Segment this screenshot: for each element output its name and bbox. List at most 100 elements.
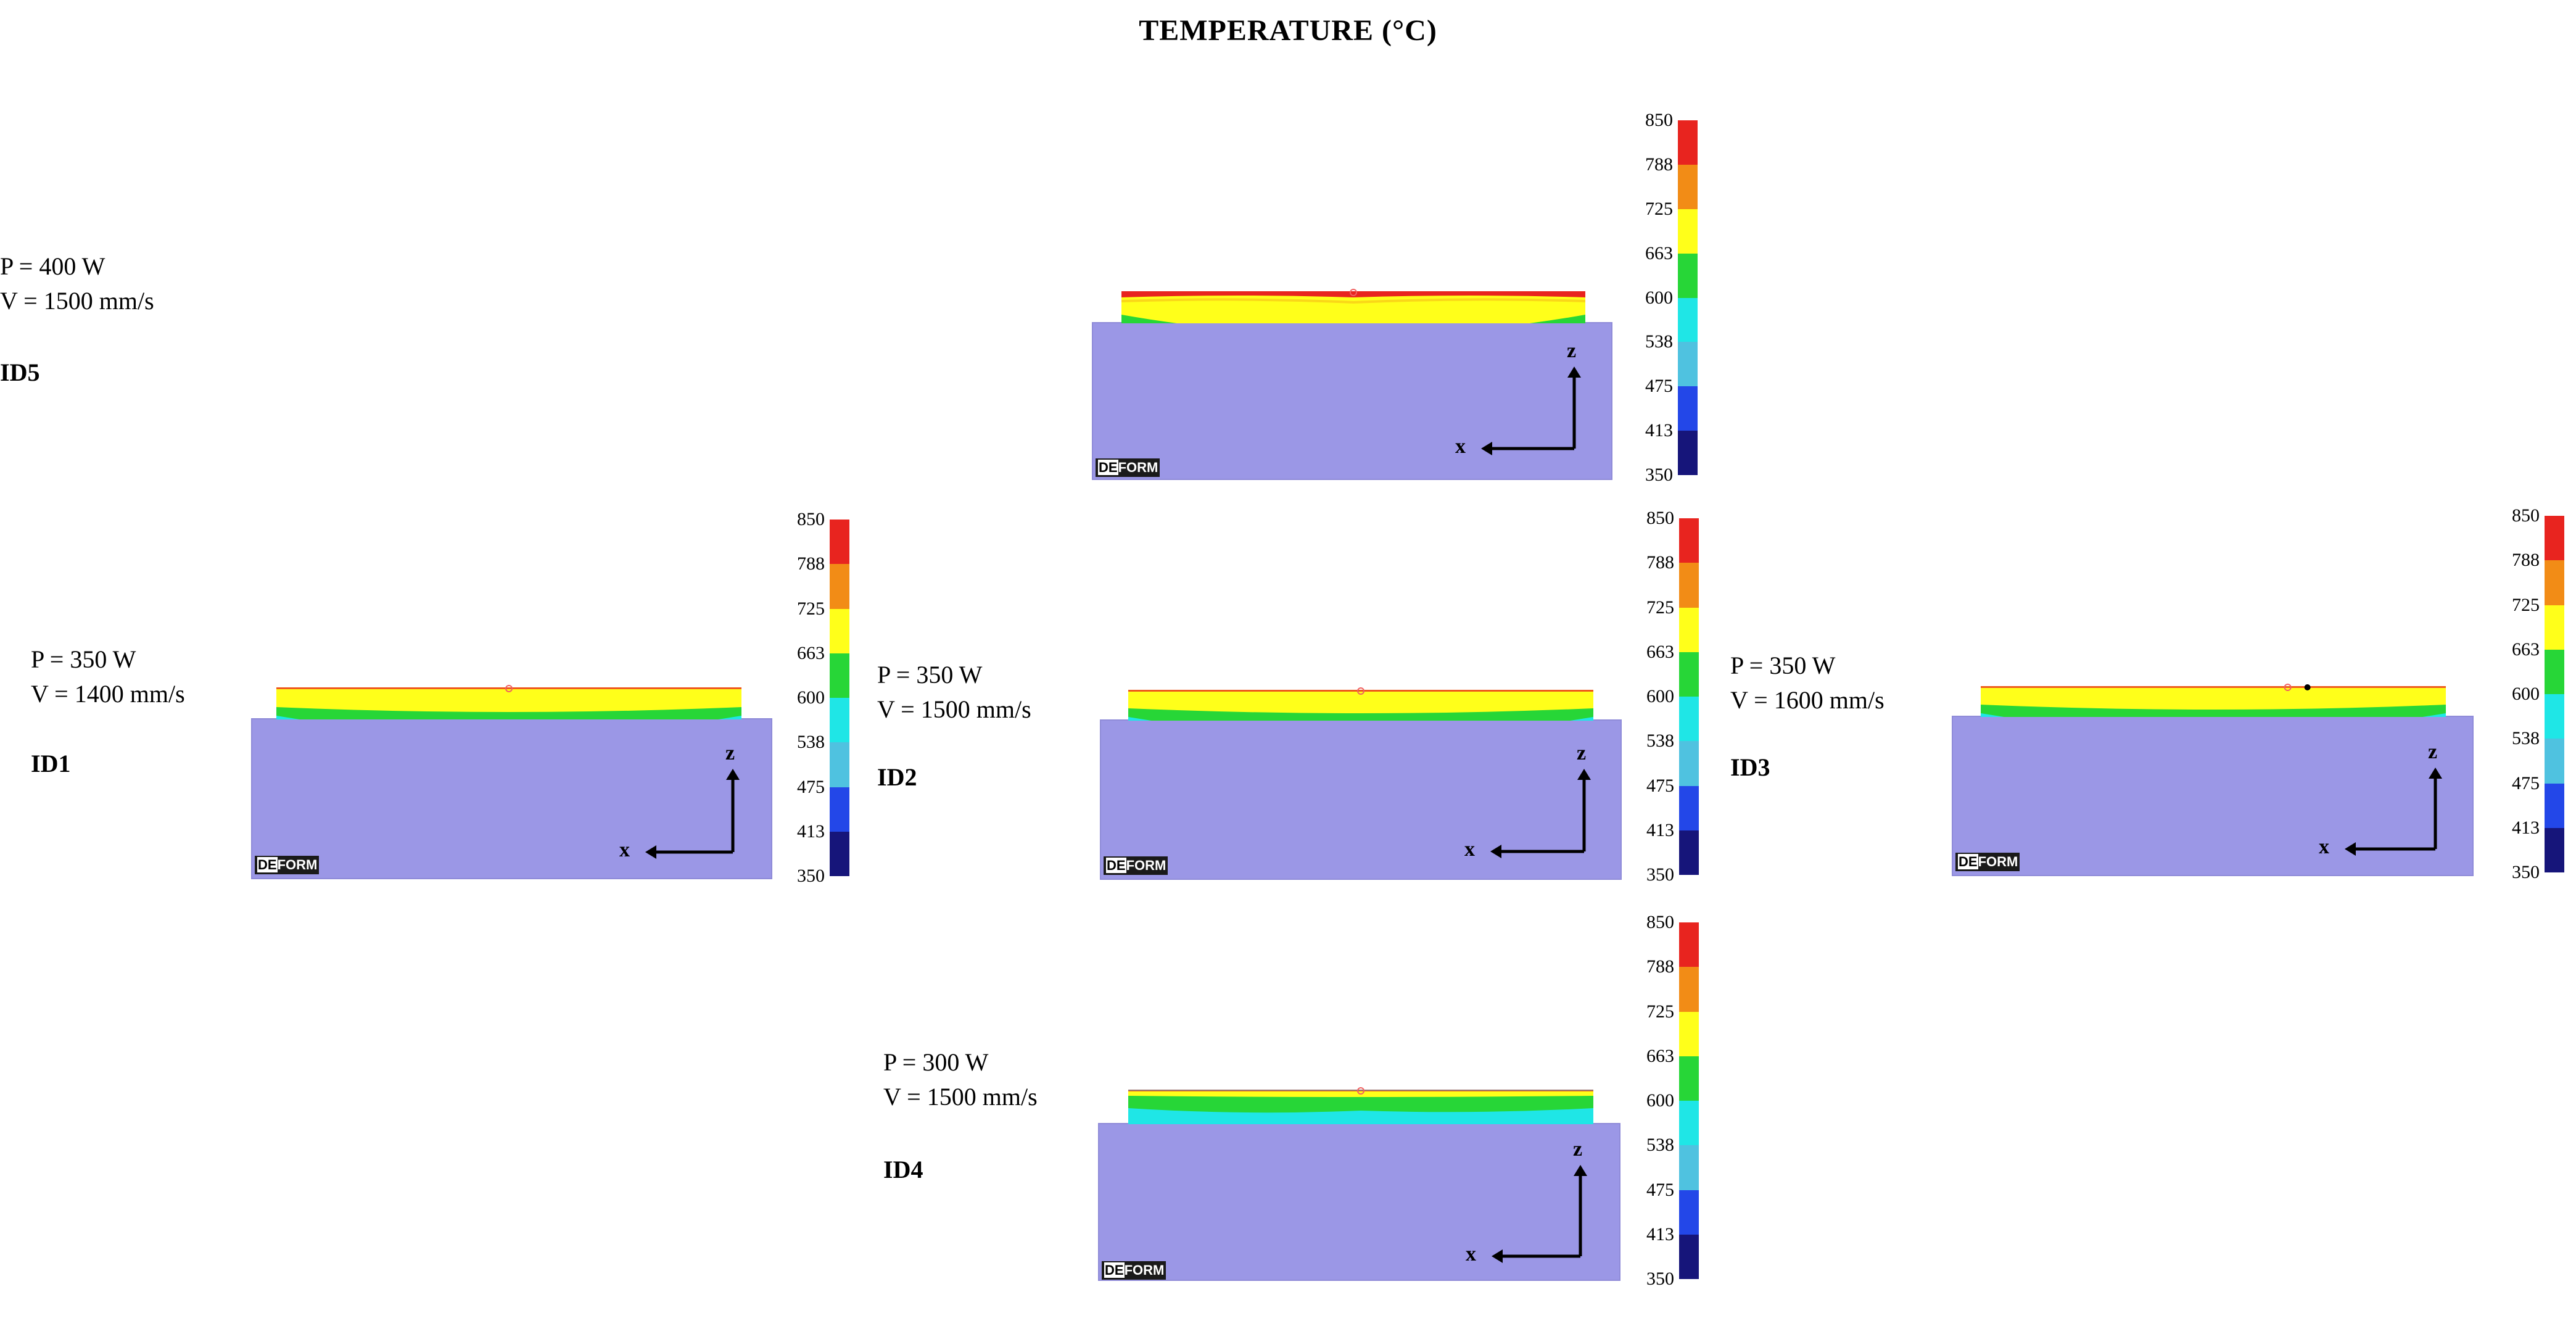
melt-track-id2: [1128, 687, 1593, 721]
color-bar-tick-label: 475: [2512, 772, 2540, 793]
color-bar-segment: [830, 698, 849, 743]
temperature-color-bar-id1: [830, 520, 849, 876]
melt-track-id3: [1981, 684, 2446, 717]
color-bar-segment: [1678, 253, 1698, 298]
color-bar-segment: [1678, 386, 1698, 431]
color-bar-segment: [1679, 518, 1699, 563]
color-bar-tick-label: 413: [797, 821, 825, 842]
color-bar-tick-label: 663: [1646, 641, 1674, 662]
speed-label: V = 1400 mm/s: [31, 680, 185, 708]
color-bar-tick-label: 600: [1646, 686, 1674, 706]
x-axis-label: x: [2319, 835, 2329, 858]
speed-label: V = 1600 mm/s: [1730, 686, 1885, 714]
melt-track-id5: [1121, 289, 1585, 323]
color-bar-segment: [1679, 1101, 1699, 1146]
temperature-color-bar-id2: [1679, 518, 1699, 875]
color-bar-segment: [1679, 967, 1699, 1012]
z-axis-label: z: [1577, 742, 1587, 764]
power-label: P = 350 W: [1730, 652, 1836, 679]
color-bar-tick-label: 538: [2512, 728, 2540, 749]
color-bar-segment: [1679, 741, 1699, 786]
color-bar-tick-label: 788: [1646, 956, 1674, 977]
z-axis-label: z: [1573, 1138, 1583, 1161]
color-bar-segment: [1679, 1234, 1699, 1279]
sim-id-label: ID5: [0, 358, 40, 386]
color-bar-tick-label: 725: [1646, 1001, 1674, 1022]
color-bar-tick-label: 413: [1646, 819, 1674, 840]
color-bar-tick-label: 788: [1645, 154, 1673, 175]
substrate-id4: [1098, 1123, 1620, 1281]
color-bar-tick-label: 850: [1645, 110, 1673, 130]
deform-logo: DEFORM: [1955, 853, 2020, 871]
color-bar-segment: [1678, 120, 1698, 165]
x-axis-label: x: [1464, 838, 1475, 861]
color-bar-tick-label: 413: [1645, 420, 1673, 441]
color-bar-tick-label: 725: [1645, 198, 1673, 219]
color-bar-tick-label: 850: [1646, 508, 1674, 528]
color-bar-segment: [1679, 607, 1699, 652]
color-bar-segment: [830, 564, 849, 609]
color-bar-segment: [2545, 649, 2564, 694]
color-bar-segment: [2545, 827, 2564, 872]
color-bar-segment: [1679, 922, 1699, 967]
color-bar-tick-label: 850: [797, 509, 825, 529]
color-bar-tick-label: 788: [1646, 552, 1674, 573]
color-bar-tick-label: 663: [1645, 242, 1673, 263]
color-bar-tick-label: 788: [2512, 550, 2540, 571]
color-bar-tick-label: 600: [1646, 1090, 1674, 1111]
coordinate-axes-id5: [1481, 366, 1581, 455]
color-bar-tick-label: 788: [797, 553, 825, 574]
color-bar-segment: [1679, 697, 1699, 742]
color-bar-tick-label: 850: [2512, 505, 2540, 526]
color-bar-segment: [830, 608, 849, 653]
color-bar-segment: [1678, 342, 1698, 387]
sim-id-label: ID4: [883, 1156, 923, 1183]
color-bar-segment: [830, 787, 849, 832]
color-bar-segment: [2545, 605, 2564, 650]
speed-label: V = 1500 mm/s: [877, 695, 1031, 723]
z-axis-label: z: [725, 742, 735, 764]
z-axis-label: z: [1567, 339, 1577, 362]
color-bar-segment: [1678, 297, 1698, 342]
power-label: P = 350 W: [31, 645, 136, 673]
speed-label: V = 1500 mm/s: [883, 1083, 1038, 1111]
color-bar-tick-label: 350: [1646, 1269, 1674, 1289]
color-bar-tick-label: 538: [1646, 731, 1674, 752]
sim-id-label: ID3: [1730, 753, 1770, 781]
color-bar-tick-label: 725: [797, 598, 825, 619]
color-bar-tick-label: 350: [2512, 862, 2540, 882]
color-bar-tick-label: 600: [2512, 684, 2540, 704]
color-bar-tick-label: 850: [1646, 912, 1674, 932]
color-bar-tick-label: 725: [1646, 597, 1674, 618]
x-axis-label: x: [619, 839, 630, 861]
deform-logo: DEFORM: [1096, 458, 1160, 477]
power-label: P = 400 W: [0, 252, 105, 280]
color-bar-tick-label: 350: [797, 866, 825, 886]
color-bar-tick-label: 600: [797, 687, 825, 708]
deform-logo: DEFORM: [255, 856, 319, 874]
temperature-color-bar-id4: [1679, 922, 1699, 1279]
x-axis-label: x: [1455, 435, 1466, 458]
color-bar-tick-label: 663: [2512, 639, 2540, 660]
color-bar-segment: [1679, 785, 1699, 830]
color-bar-tick-label: 538: [1646, 1135, 1674, 1156]
deform-logo: DEFORM: [1104, 856, 1168, 875]
color-bar-tick-label: 475: [1646, 775, 1674, 796]
color-bar-segment: [1678, 431, 1698, 475]
color-bar-segment: [830, 653, 849, 698]
color-bar-segment: [1678, 164, 1698, 209]
color-bar-tick-label: 350: [1645, 465, 1673, 485]
color-bar-segment: [830, 742, 849, 787]
coordinate-axes-id1: [645, 769, 740, 859]
color-bar-tick-label: 475: [1646, 1179, 1674, 1200]
coordinate-axes-id3: [2345, 768, 2442, 856]
color-bar-segment: [1679, 1190, 1699, 1235]
color-bar-tick-label: 413: [1646, 1224, 1674, 1244]
color-bar-tick-label: 538: [797, 732, 825, 753]
substrate-id2: [1100, 719, 1622, 880]
color-bar-segment: [1679, 1011, 1699, 1056]
color-bar-segment: [1679, 652, 1699, 697]
color-bar-tick-label: 600: [1645, 287, 1673, 308]
color-bar-tick-label: 413: [2512, 817, 2540, 838]
color-bar-segment: [1679, 563, 1699, 608]
